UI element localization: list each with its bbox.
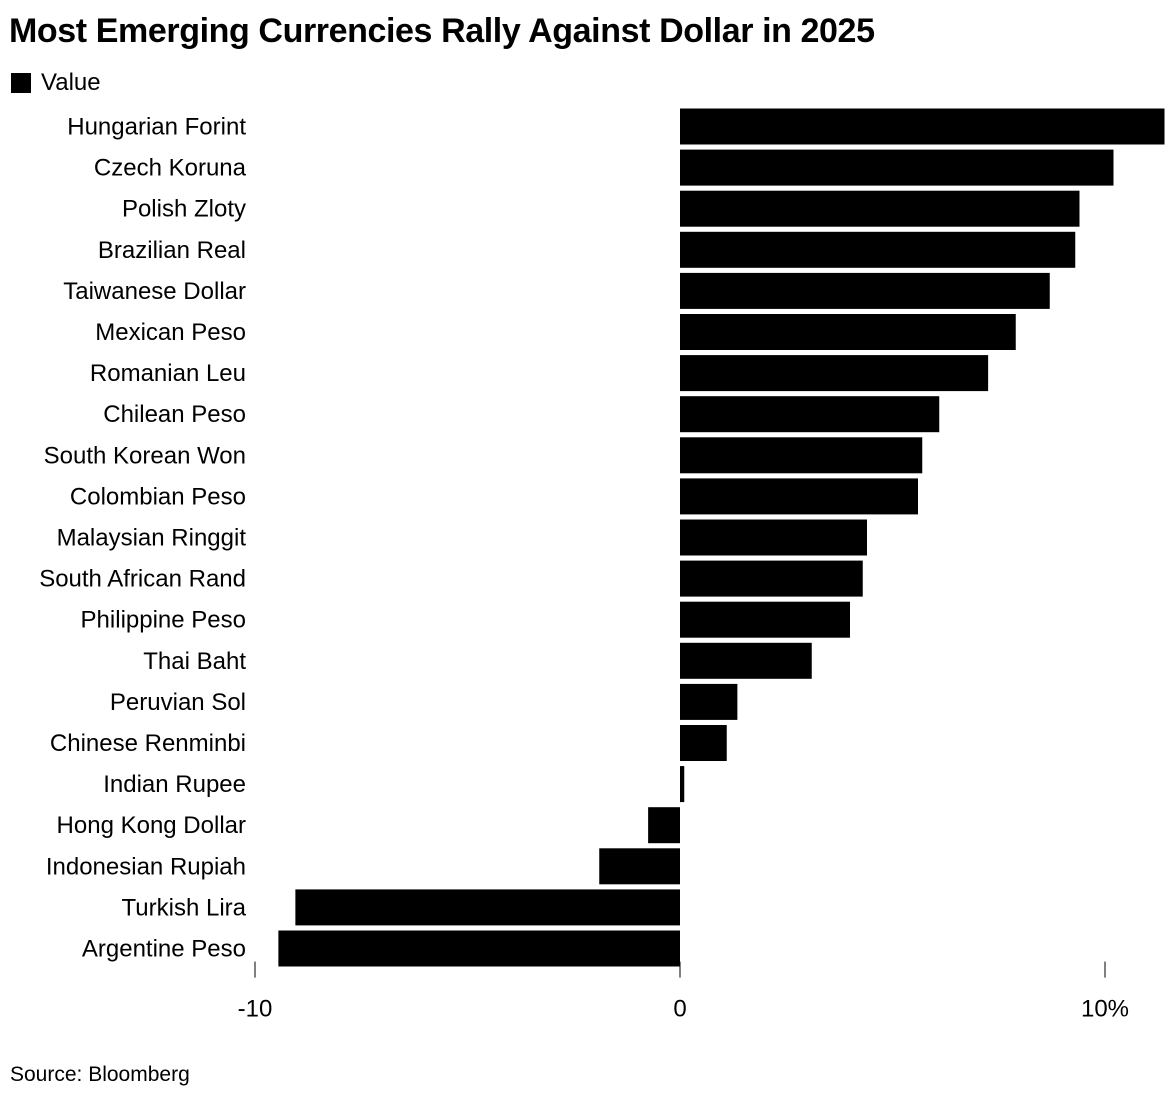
bar: [680, 355, 989, 392]
category-label: Indonesian Rupiah: [46, 853, 246, 880]
category-label: Malaysian Ringgit: [57, 525, 247, 552]
legend-swatch-value: [11, 73, 31, 93]
bar: [680, 314, 1016, 350]
bar-chart: Hungarian Forint Czech Koruna Polish Zloty…: [39, 108, 1165, 1023]
category-label: Taiwanese Dollar: [63, 278, 246, 305]
bar: [680, 396, 940, 433]
bar: [680, 231, 1076, 268]
bar: [680, 766, 685, 803]
category-label: Polish Zloty: [122, 196, 246, 223]
bar: [680, 190, 1080, 227]
category-label: Chilean Peso: [103, 401, 246, 428]
bar: [680, 642, 812, 679]
bar: [680, 437, 923, 474]
bar: [680, 108, 1165, 145]
category-label: Brazilian Real: [98, 237, 246, 264]
source-note: Source: Bloomberg: [10, 1063, 190, 1086]
bar: [599, 848, 680, 885]
category-label: Chinese Renminbi: [50, 730, 246, 757]
category-label: Indian Rupee: [103, 771, 246, 798]
bar: [680, 272, 1050, 309]
category-label: Philippine Peso: [81, 607, 246, 634]
category-label: Peruvian Sol: [110, 689, 246, 716]
x-tick-label: 0: [673, 996, 686, 1023]
bar: [680, 560, 863, 597]
bar: [680, 519, 867, 556]
category-label: Colombian Peso: [70, 483, 246, 510]
category-label: Argentine Peso: [82, 936, 246, 963]
bar: [680, 601, 850, 638]
bar: [648, 807, 680, 844]
category-label: South African Rand: [39, 566, 246, 593]
category-label: South Korean Won: [44, 442, 246, 469]
category-label: Czech Koruna: [94, 155, 247, 182]
category-label: Mexican Peso: [95, 319, 246, 346]
category-label: Hong Kong Dollar: [57, 812, 246, 839]
category-label: Hungarian Forint: [67, 114, 246, 141]
bar: [680, 478, 918, 515]
category-label: Thai Baht: [143, 648, 246, 675]
legend-label-value: Value: [41, 69, 101, 96]
category-label: Turkish Lira: [122, 894, 247, 921]
bar: [295, 889, 680, 926]
x-tick-label: 10%: [1081, 996, 1129, 1023]
x-tick-label: -10: [238, 996, 273, 1023]
chart-title: Most Emerging Currencies Rally Against D…: [9, 12, 875, 50]
bar: [278, 930, 680, 967]
category-label: Romanian Leu: [90, 360, 246, 387]
bar: [680, 725, 727, 761]
bar: [680, 149, 1114, 186]
bar: [680, 683, 738, 720]
legend: Value: [11, 69, 101, 97]
